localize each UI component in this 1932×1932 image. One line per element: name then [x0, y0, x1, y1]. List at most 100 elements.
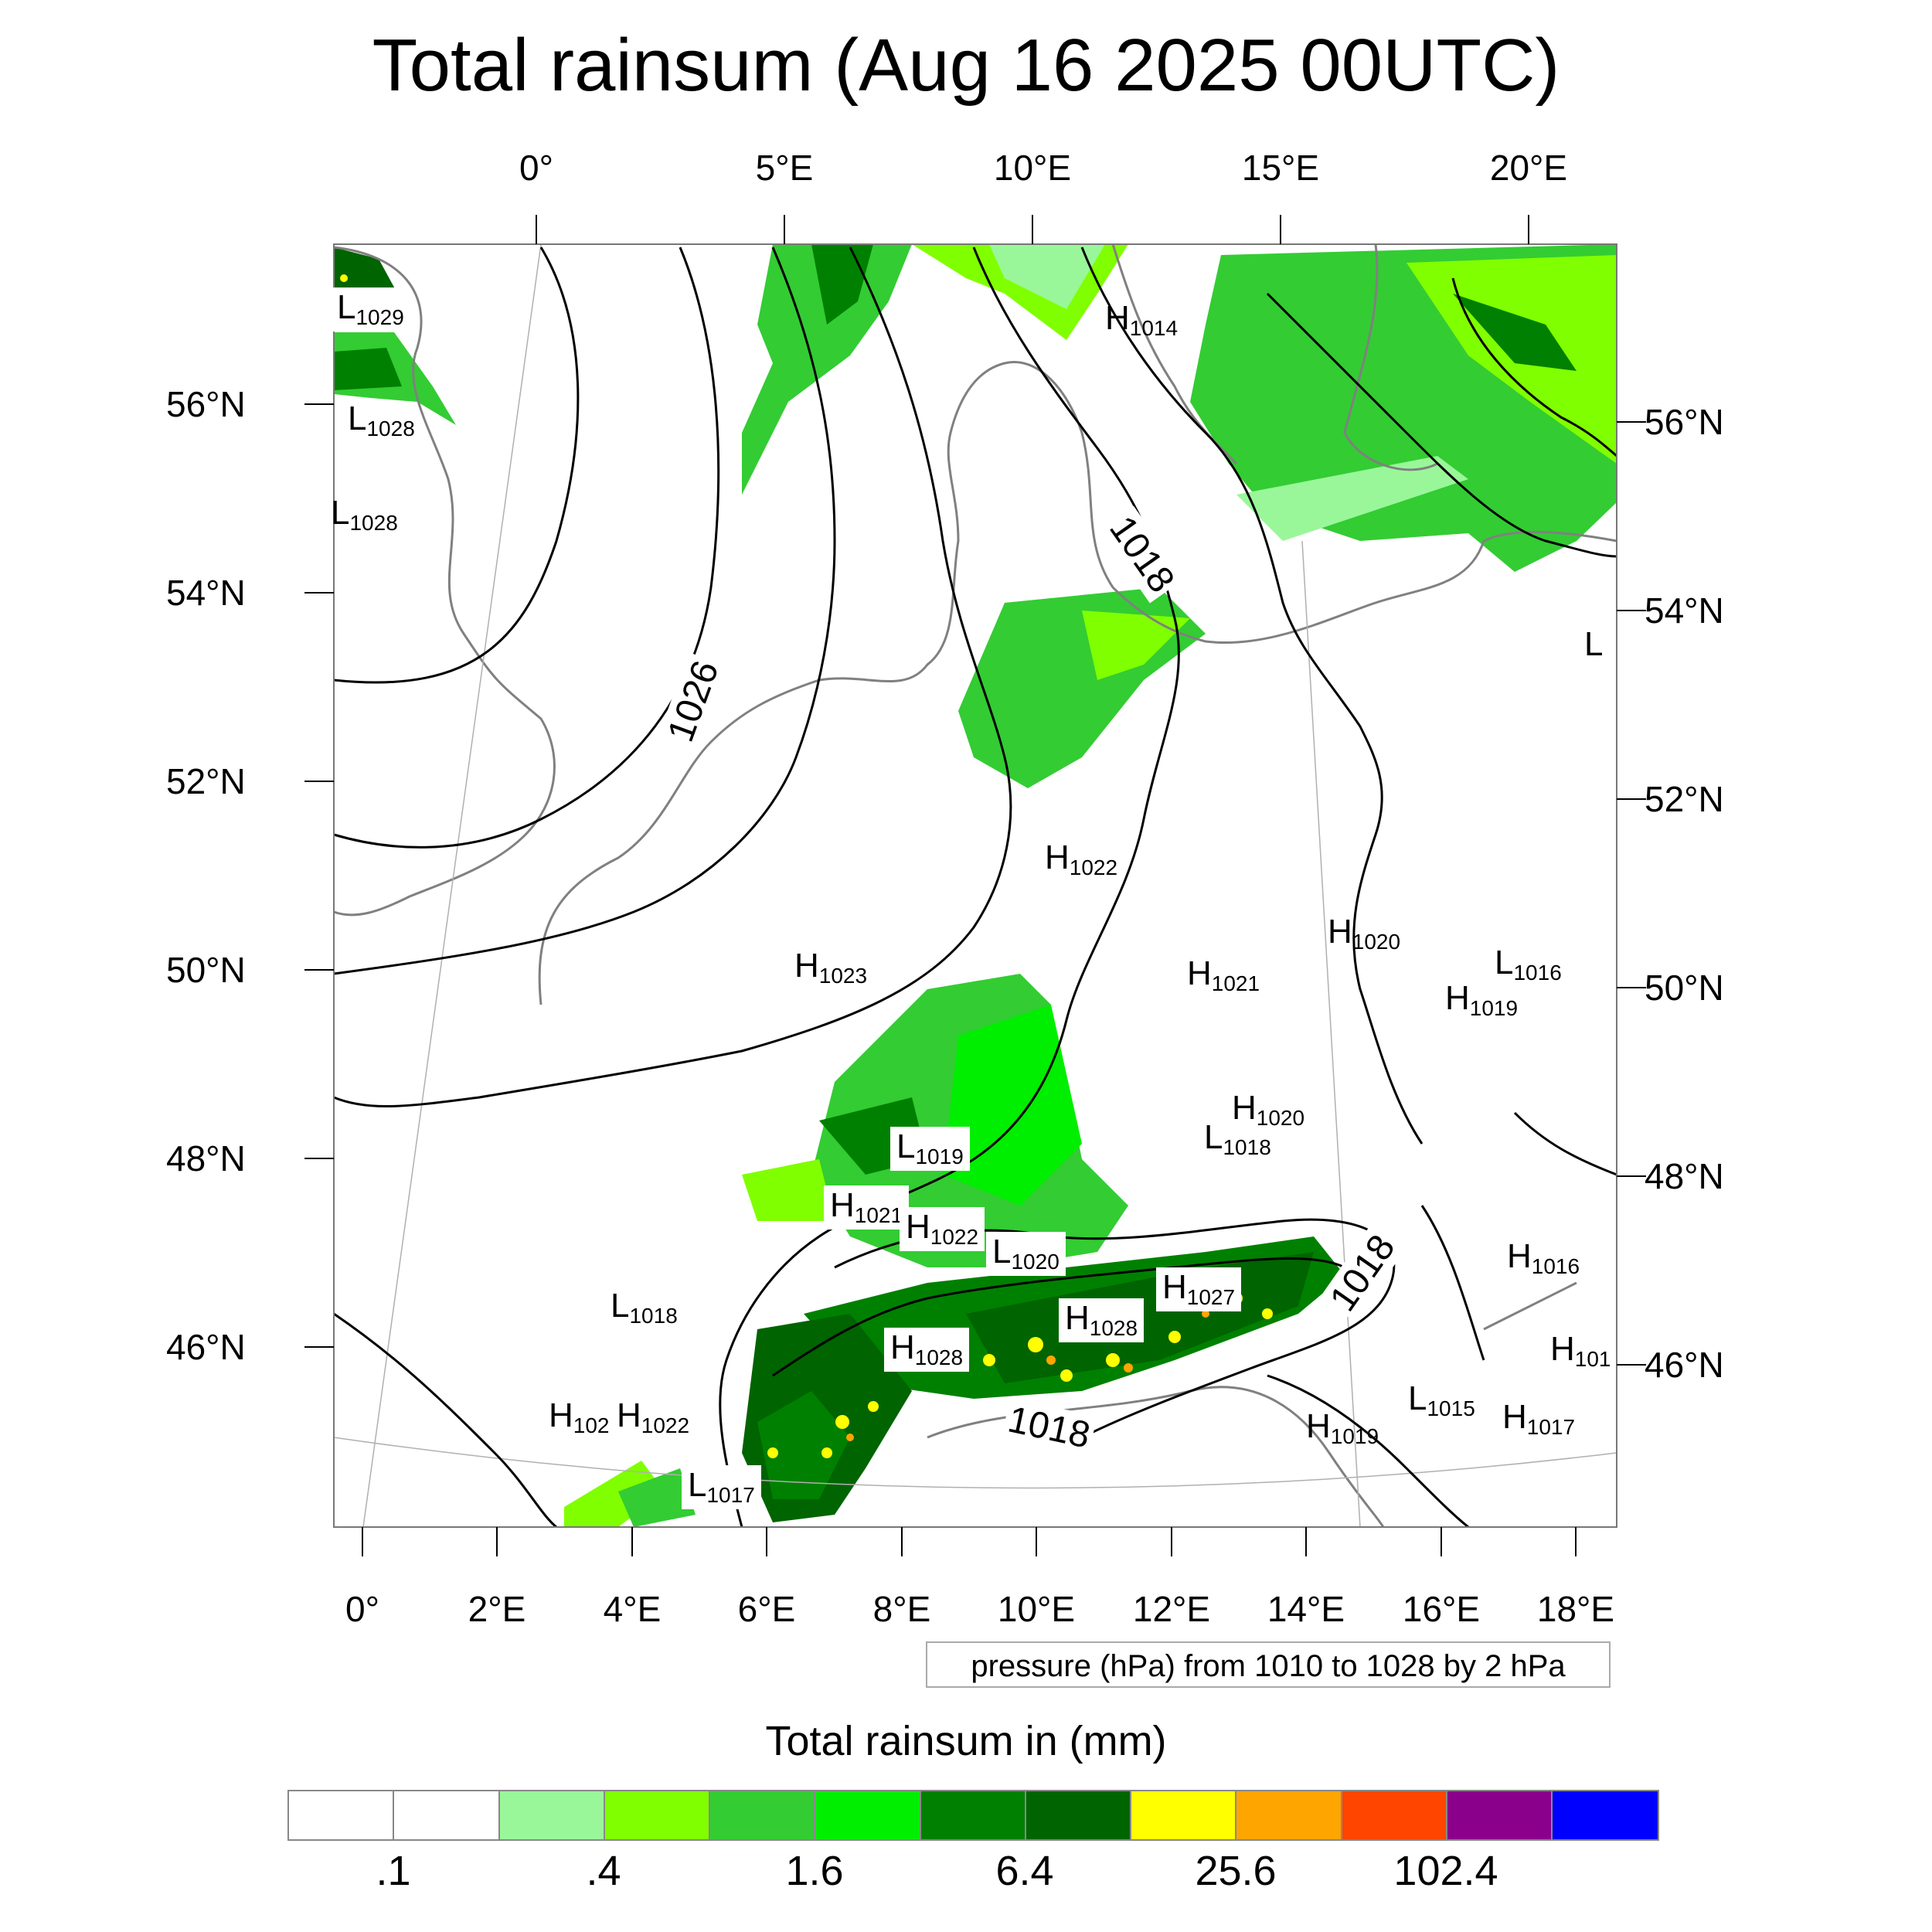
precip-spot [1124, 1363, 1133, 1372]
pressure-center-label: H1023 [794, 947, 868, 988]
axis-frame [304, 215, 1646, 1556]
colorbar-label: 1.6 [785, 1848, 844, 1894]
top-axis-label: 20°E [1489, 148, 1568, 188]
precip-area [742, 244, 912, 495]
pressure-center-label: L1016 [1495, 944, 1562, 985]
colorbar [287, 1790, 1660, 1841]
left-axis-label: 48°N [166, 1138, 246, 1179]
precip-spot [767, 1447, 778, 1458]
precip-spot [340, 274, 348, 282]
precip-spot [1046, 1355, 1056, 1365]
pressure-center-label: H1022 [617, 1396, 690, 1437]
isobar-line [772, 1257, 1345, 1377]
right-axis-label: 48°N [1645, 1156, 1724, 1196]
bottom-axis-label: 6°E [737, 1589, 796, 1629]
left-axis-label: 50°N [166, 950, 246, 990]
pressure-center-label: L1028 [348, 400, 415, 440]
bottom-axis-label: 2°E [468, 1589, 526, 1629]
isobar-line [1266, 292, 1617, 558]
colorbar-title: Total rainsum in (mm) [765, 1718, 1167, 1764]
pressure-center-label: H1021 [824, 1185, 910, 1230]
colorbar-label: 25.6 [1195, 1848, 1277, 1894]
colorbar-label: .4 [586, 1848, 621, 1894]
left-axis-label: 56°N [166, 384, 246, 424]
precip-spot [1060, 1369, 1073, 1382]
pressure-center-label: L1018 [1204, 1118, 1271, 1159]
top-axis-label: 15°E [1241, 148, 1320, 188]
pressure-center-label: L1029 [331, 287, 410, 332]
colorbar-label: .1 [376, 1848, 411, 1894]
precip-spot [1168, 1331, 1181, 1343]
pressure-center-label: L1018 [611, 1287, 678, 1328]
bottom-axis-label: 12°E [1132, 1589, 1211, 1629]
pressure-center-label: H1022 [1045, 838, 1118, 879]
colorbar-swatch [1026, 1791, 1131, 1839]
colorbar-swatch [394, 1791, 500, 1839]
pressure-center-label: L1019 [890, 1127, 970, 1171]
pressure-center-label: L1015 [1408, 1379, 1475, 1420]
colorbar-swatch [815, 1791, 921, 1839]
colorbar-label: 6.4 [995, 1848, 1054, 1894]
isobar-line [333, 1312, 557, 1529]
precip-area [618, 1468, 696, 1527]
top-axis-label: 5°E [755, 148, 814, 188]
pressure-center-label: H1022 [900, 1207, 985, 1251]
right-axis-label: 54°N [1645, 590, 1724, 631]
colorbar-swatch [604, 1791, 710, 1839]
meridian-line [1301, 540, 1361, 1528]
coastline-uk [333, 246, 556, 917]
meridian-line [362, 243, 542, 1528]
isobar-line [333, 247, 1012, 1108]
isobar-line [1080, 247, 1423, 1145]
precip-spot [868, 1401, 879, 1412]
isobar-line [834, 1218, 1396, 1439]
isobar-line [1451, 277, 1617, 457]
isobar-line [1267, 1374, 1469, 1529]
precip-spot [835, 1415, 849, 1429]
top-axis-label: 0° [519, 148, 553, 188]
precip-area [334, 348, 402, 390]
colorbar-swatch [920, 1791, 1026, 1839]
colorbar-swatch [289, 1791, 395, 1839]
precip-spot [821, 1447, 832, 1458]
isobar-line [333, 247, 580, 684]
precip-area [1236, 456, 1468, 541]
colorbar-swatch [1131, 1791, 1237, 1839]
pressure-center-label: H1020 [1232, 1089, 1305, 1130]
isobars [333, 247, 1617, 1529]
graticule [333, 243, 1617, 1528]
pressure-center-label: H1028 [1059, 1298, 1145, 1342]
pressure-center-label: L1017 [682, 1465, 761, 1509]
precip-area [742, 1159, 835, 1221]
precip-spot [846, 1434, 854, 1441]
colorbar-swatch [1236, 1791, 1342, 1839]
top-axis-label: 10°E [993, 148, 1072, 188]
precip-spot [1106, 1353, 1120, 1367]
right-axis-label: 46°N [1645, 1345, 1724, 1385]
pressure-center-label: H102 [549, 1396, 610, 1437]
precip-spot [1262, 1308, 1273, 1319]
coastline-adriatic [1483, 1281, 1577, 1331]
colorbar-swatch [710, 1791, 816, 1839]
bottom-axis-label: 10°E [997, 1589, 1076, 1629]
bottom-axis-label: 16°E [1402, 1589, 1481, 1629]
pressure-center-label: H1017 [1502, 1398, 1576, 1439]
parallel-line [333, 1437, 1617, 1489]
colorbar-swatch [1447, 1791, 1553, 1839]
pressure-center-label: L1020 [986, 1232, 1066, 1276]
pressure-center-label: L1028 [331, 494, 398, 535]
pressure-center-label: H1016 [1507, 1237, 1580, 1278]
right-axis-label: 52°N [1645, 779, 1724, 819]
colorbar-swatch [1553, 1791, 1658, 1839]
pressure-center-label: L [1584, 625, 1604, 663]
coastline-baltic [1343, 243, 1438, 471]
bottom-axis-label: 18°E [1536, 1589, 1615, 1629]
pressure-center-label: H1027 [1156, 1267, 1242, 1311]
left-axis-label: 54°N [166, 573, 246, 613]
bottom-axis-label: 0° [345, 1589, 379, 1629]
isobar-line [1420, 1205, 1485, 1361]
bottom-axis-label: 4°E [603, 1589, 662, 1629]
pressure-center-label: H1019 [1445, 979, 1519, 1020]
precip-spot [1028, 1337, 1043, 1352]
